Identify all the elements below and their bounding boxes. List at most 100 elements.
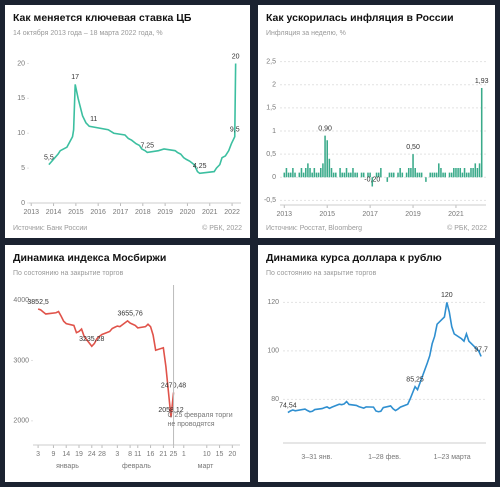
bar <box>390 172 393 178</box>
bar <box>433 172 436 178</box>
bar <box>371 177 374 187</box>
period-label: 3–31 янв. <box>301 454 332 461</box>
bar <box>345 168 348 178</box>
data-line <box>287 302 482 414</box>
y-tick-label: 120 <box>267 299 279 306</box>
panel: Динамика курса доллара к рублю По состоян… <box>258 245 495 482</box>
x-tick-label: 2020 <box>180 209 196 216</box>
bar <box>287 172 290 178</box>
bar <box>294 172 296 178</box>
bar <box>399 168 401 178</box>
chart-title: Динамика курса доллара к рублю <box>266 252 442 264</box>
annotation: 97,7 <box>474 346 488 353</box>
bar <box>463 168 466 178</box>
bar <box>283 172 286 178</box>
x-tick-label: 16 <box>147 451 155 458</box>
chart-title: Как ускорилась инфляция в России <box>266 12 454 24</box>
annotation: 3655,76 <box>117 311 142 318</box>
bar <box>360 172 363 178</box>
bar <box>474 163 477 178</box>
x-tick-label: 2015 <box>68 209 84 216</box>
y-tick-label: 2 <box>272 82 276 89</box>
bar <box>367 172 369 178</box>
bar <box>459 168 462 178</box>
bar <box>455 168 457 178</box>
bar <box>317 172 320 178</box>
bar <box>341 172 344 178</box>
bar <box>386 177 389 182</box>
bar <box>375 172 378 178</box>
bar <box>356 172 359 178</box>
bar <box>343 172 346 178</box>
annotation: -0,20 <box>364 176 380 183</box>
y-tick-label: 5 <box>21 165 25 172</box>
y-tick-label: 2,5 <box>266 58 276 65</box>
y-tick-label: 0,5 <box>266 151 276 158</box>
x-tick-label: 10 <box>203 451 211 458</box>
x-tick-label: 2018 <box>135 209 151 216</box>
x-tick-label: 2017 <box>362 211 378 218</box>
bar <box>377 172 380 178</box>
bar <box>442 172 444 178</box>
copyright: © РБК, 2022 <box>202 224 242 232</box>
bar <box>324 135 326 178</box>
x-tick-label: 1 <box>182 451 186 458</box>
data-line <box>48 63 237 175</box>
panel: Динамика индекса Мосбиржи По состоянию на… <box>5 245 250 482</box>
x-tick-label: 3 <box>36 451 40 458</box>
y-tick-label: 2000 <box>13 418 29 425</box>
bar <box>309 168 311 178</box>
bar <box>450 172 453 178</box>
month-label: февраль <box>122 463 151 470</box>
bar <box>335 172 337 178</box>
bar <box>315 172 318 178</box>
panel: Как меняется ключевая ставка ЦБ 14 октябр… <box>5 5 250 238</box>
annotation: 74,54 <box>279 402 297 409</box>
x-tick-label: 14 <box>62 451 70 458</box>
y-tick-label: 1 <box>272 128 276 135</box>
data-line <box>37 308 175 418</box>
bar <box>470 168 472 178</box>
x-tick-label: 28 <box>98 451 106 458</box>
annotation: 1,93 <box>475 78 489 85</box>
annotation: 4,25 <box>193 163 207 170</box>
x-tick-label: 2021 <box>202 209 218 216</box>
month-label: январь <box>56 463 79 470</box>
annotation: 7,25 <box>140 142 154 149</box>
source: Источник: Банк России <box>13 225 87 232</box>
bar <box>322 163 324 178</box>
bar <box>416 172 419 178</box>
bar <box>326 140 328 178</box>
y-tick-label: 100 <box>267 348 279 355</box>
bar <box>313 168 316 178</box>
bar <box>392 172 395 178</box>
bar <box>289 172 292 178</box>
y-tick-label: 0 <box>21 200 25 207</box>
x-tick-label: 2019 <box>405 211 421 218</box>
chart-subtitle: Инфляция за неделю, % <box>266 30 346 37</box>
bar <box>369 172 371 178</box>
annotation: 2058,12 <box>158 407 183 414</box>
y-tick-label: 1,5 <box>266 105 276 112</box>
bar <box>380 168 382 178</box>
x-tick-label: 11 <box>134 451 141 458</box>
y-tick-label: 15 <box>17 95 25 102</box>
chart-title: Как меняется ключевая ставка ЦБ <box>13 12 192 24</box>
bar <box>298 172 301 178</box>
x-tick-label: 19 <box>75 451 83 458</box>
bar <box>285 168 288 178</box>
x-tick-label: 2014 <box>46 209 62 216</box>
bar <box>300 168 303 178</box>
bar <box>330 168 333 178</box>
x-tick-label: 2019 <box>157 209 173 216</box>
y-tick-label: -0,5 <box>264 197 276 204</box>
bar <box>435 172 438 178</box>
bar <box>461 172 464 178</box>
y-tick-label: 80 <box>271 396 279 403</box>
bar <box>410 168 412 178</box>
x-tick-label: 2021 <box>448 211 464 218</box>
annotation: 3852,5 <box>27 299 49 306</box>
bar <box>307 163 309 178</box>
y-tick-label: 4000 <box>13 297 29 304</box>
bar <box>480 87 483 178</box>
